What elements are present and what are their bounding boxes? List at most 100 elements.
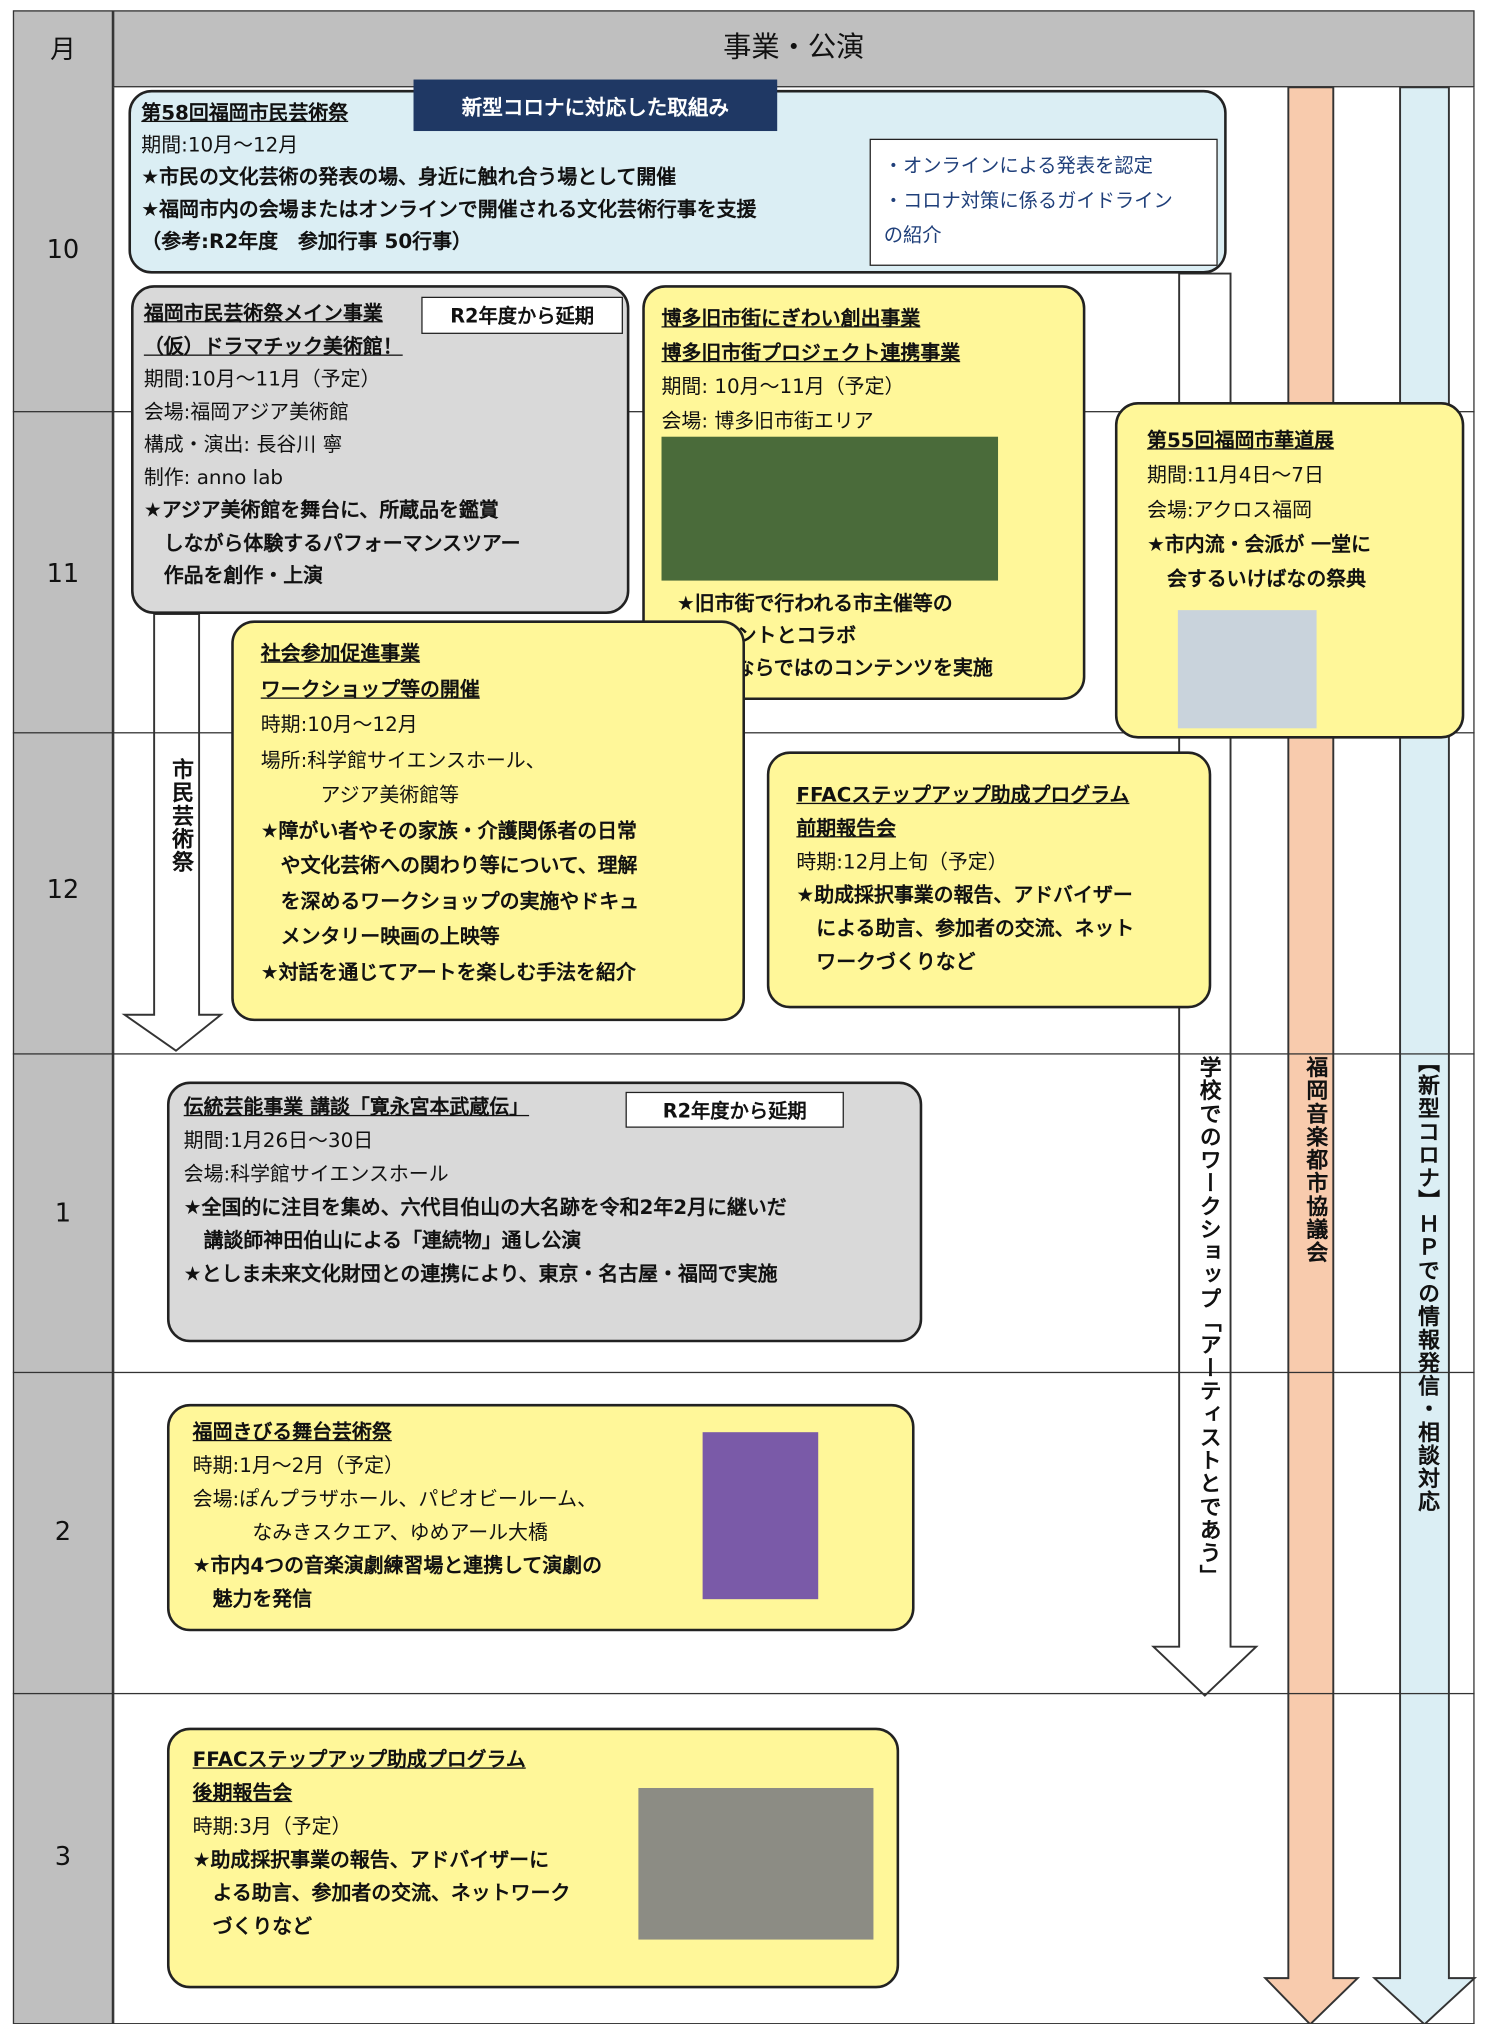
event-title: （仮）ドラマチック美術館！ xyxy=(143,334,403,358)
delay-tag: R2年度から延期 xyxy=(625,1091,844,1128)
event-title: FFACステップアップ助成プログラム xyxy=(796,783,1130,807)
event-line: 時期:1月～2月（予定） xyxy=(192,1454,404,1478)
arrow-shimin xyxy=(121,613,224,1052)
event-title: 福岡きびる舞台芸術祭 xyxy=(192,1420,392,1444)
event-text: 第55回福岡市華道展 期間:11月4日～7日 会場:アクロス福岡 ★市内流・会派が 一… xyxy=(1147,424,1371,597)
delay-tag: R2年度から延期 xyxy=(421,296,623,334)
event-title: 博多旧市街プロジェクト連携事業 xyxy=(661,341,961,365)
event-line: ★としま未来文化財団との連携により、東京・名古屋・福岡で実施 xyxy=(183,1262,778,1286)
event-line: や文化芸術への関わり等について、理解 xyxy=(260,854,638,878)
event-line: 時期:10月～12月 xyxy=(260,712,418,737)
event-text: 社会参加促進事業ワークショップ等の開催 時期:10月～12月場所:科学館サイエンス… xyxy=(261,637,639,990)
month-header: 月 xyxy=(50,33,76,65)
event-photo xyxy=(661,436,999,581)
event-line: （参考:R2年度 参加行事 50行事） xyxy=(141,229,472,254)
corona-tag: 新型コロナに対応した取組み xyxy=(413,79,778,132)
events-header: 事業・公演 xyxy=(723,32,865,65)
month-label: 12 xyxy=(46,873,80,905)
row-line xyxy=(12,1053,1475,1055)
event-photo xyxy=(638,1787,874,1940)
event-line: ★助成採択事業の報告、アドバイザー xyxy=(796,883,1133,907)
event-box xyxy=(231,620,745,1022)
month-label: 10 xyxy=(46,233,80,265)
event-title: FFACステップアップ助成プログラム xyxy=(192,1748,526,1772)
month-label: 2 xyxy=(54,1515,72,1547)
arrow-label: 市民芸術祭 xyxy=(166,757,193,874)
event-line: アジア美術館等 xyxy=(260,783,460,807)
event-photo xyxy=(702,1432,819,1600)
event-line: ★財団ならではのコンテンツを実施 xyxy=(676,656,993,680)
event-text: FFACステップアップ助成プログラム 前期報告会時期:12月上旬（予定） ★助成採択… xyxy=(796,778,1134,978)
event-title: 前期報告会 xyxy=(796,816,896,841)
event-line: ★市民の文化芸術の発表の場、身近に触れ合う場として開催 xyxy=(141,165,677,189)
event-line: 会場: 博多旧市街エリア xyxy=(661,409,874,433)
event-line: 講談師神田伯山による「連続物」通し公演 xyxy=(183,1229,582,1253)
event-line: を深めるワークショップの実施やドキュ xyxy=(260,889,640,913)
event-line: 会するいけばなの祭典 xyxy=(1147,567,1367,591)
event-title: ワークショップ等の開催 xyxy=(260,677,480,701)
arrow-label: 学校でのワークショップ「アーティストとであう」 xyxy=(1194,1055,1221,1588)
event-title: 第55回福岡市華道展 xyxy=(1147,429,1335,453)
event-line: づくりなど xyxy=(192,1915,313,1939)
month-label: 1 xyxy=(54,1197,72,1228)
event-line: ★助成採択事業の報告、アドバイザーに xyxy=(192,1848,549,1872)
event-line: による助言、参加者の交流、ネット xyxy=(796,917,1135,941)
event-line: 作品を創作・上演 xyxy=(143,563,324,588)
month-column xyxy=(12,10,114,2024)
event-text: FFACステップアップ助成プログラム 後期報告会時期:3月（予定） ★助成採択事業の… xyxy=(193,1743,571,1943)
event-line: 会場:アクロス福岡 xyxy=(1147,498,1313,522)
event-line: 構成・演出: 長谷川 寧 xyxy=(143,432,343,456)
row-line xyxy=(12,1371,1475,1374)
event-line: 魅力を発信 xyxy=(192,1587,313,1611)
event-line: ★旧市街で行われる市主催等の xyxy=(676,592,953,616)
note-box xyxy=(869,138,1218,266)
note-line: ・オンラインによる発表を認定 xyxy=(883,154,1153,178)
event-box xyxy=(766,751,1212,1009)
event-line: 制作: anno lab xyxy=(143,465,284,489)
event-title: 伝統芸能事業 講談「寛永宮本武蔵伝」 xyxy=(183,1095,530,1119)
event-line: 時期:3月（予定） xyxy=(192,1814,352,1839)
event-line: 期間:11月4日～7日 xyxy=(1147,463,1324,487)
event-line: ★対話を通じてアートを楽しむ手法を紹介 xyxy=(260,960,636,984)
event-text: 第58回福岡市民芸術祭 期間:10月～12月 ★市民の文化芸術の発表の場、身近に触れ… xyxy=(141,98,756,259)
event-line: 期間:1月26日～30日 xyxy=(183,1129,374,1153)
event-line: しながら体験するパフォーマンスツアー xyxy=(143,531,521,555)
event-line: 会場:ぽんプラザホール、パピオビールーム、 xyxy=(192,1487,597,1511)
event-title: 後期報告会 xyxy=(192,1781,293,1805)
event-line: 時期:12月上旬（予定） xyxy=(796,850,1008,874)
event-line: ワークづくりなど xyxy=(796,950,976,974)
event-line: 期間: 10月～11月（予定） xyxy=(661,375,905,399)
event-text: 福岡市民芸術祭メイン事業 （仮）ドラマチック美術館！ 期間:10月～11月（予定） 会… xyxy=(144,298,521,593)
note-text: ・オンラインによる発表を認定 ・コロナ対策に係るガイドライン の紹介 xyxy=(884,149,1173,253)
event-line: 会場:福岡アジア美術館 xyxy=(143,400,349,424)
event-title: 博多旧市街にぎわい創出事業 xyxy=(661,306,921,331)
arrow-label: 福岡音楽都市協議会 xyxy=(1301,1055,1327,1264)
note-line: の紹介 xyxy=(883,223,942,247)
event-line: ★アジア美術館を舞台に、所蔵品を鑑賞 xyxy=(143,498,499,522)
event-title: 福岡市民芸術祭メイン事業 xyxy=(143,301,383,325)
note-line: ・コロナ対策に係るガイドライン xyxy=(883,188,1173,212)
event-line: メンタリー映画の上映等 xyxy=(260,924,500,948)
event-title: 社会参加促進事業 xyxy=(260,642,421,666)
row-line xyxy=(12,1692,1475,1695)
event-text: 福岡きびる舞台芸術祭 時期:1月～2月（予定） 会場:ぽんプラザホール、パピオビール… xyxy=(193,1415,602,1615)
event-line: 会場:科学館サイエンスホール xyxy=(183,1162,449,1186)
event-title: 第58回福岡市民芸術祭 xyxy=(141,101,349,125)
event-line: 場所:科学館サイエンスホール、 xyxy=(260,748,546,772)
event-line: ★市内流・会派が 一堂に xyxy=(1147,533,1371,557)
event-box xyxy=(131,285,630,614)
event-line: 期間:10月～12月 xyxy=(141,133,299,157)
event-photo xyxy=(1177,610,1317,729)
event-line: ★市内4つの音楽演劇練習場と連携して演劇の xyxy=(192,1554,603,1578)
event-text: 博多旧市街にぎわい創出事業博多旧市街プロジェクト連携事業 期間: 10月～11月（… xyxy=(662,302,961,438)
event-text: 伝統芸能事業 講談「寛永宮本武蔵伝」 期間:1月26日～30日会場:科学館サイエン… xyxy=(184,1091,787,1291)
event-line: 期間:10月～11月（予定） xyxy=(143,367,381,391)
event-line: なみきスクエア、ゆめアール大橋 xyxy=(192,1520,548,1544)
month-label: 11 xyxy=(46,557,80,589)
event-line: ★全国的に注目を集め、六代目伯山の大名跡を令和2年2月に継いだ xyxy=(183,1195,787,1219)
arrow-label: 【新型コロナ】ＨＰでの情報発信・相談対応 xyxy=(1412,1050,1439,1514)
event-line: ★障がい者やその家族・介護関係者の日常 xyxy=(260,818,637,842)
header-row xyxy=(113,10,1475,88)
